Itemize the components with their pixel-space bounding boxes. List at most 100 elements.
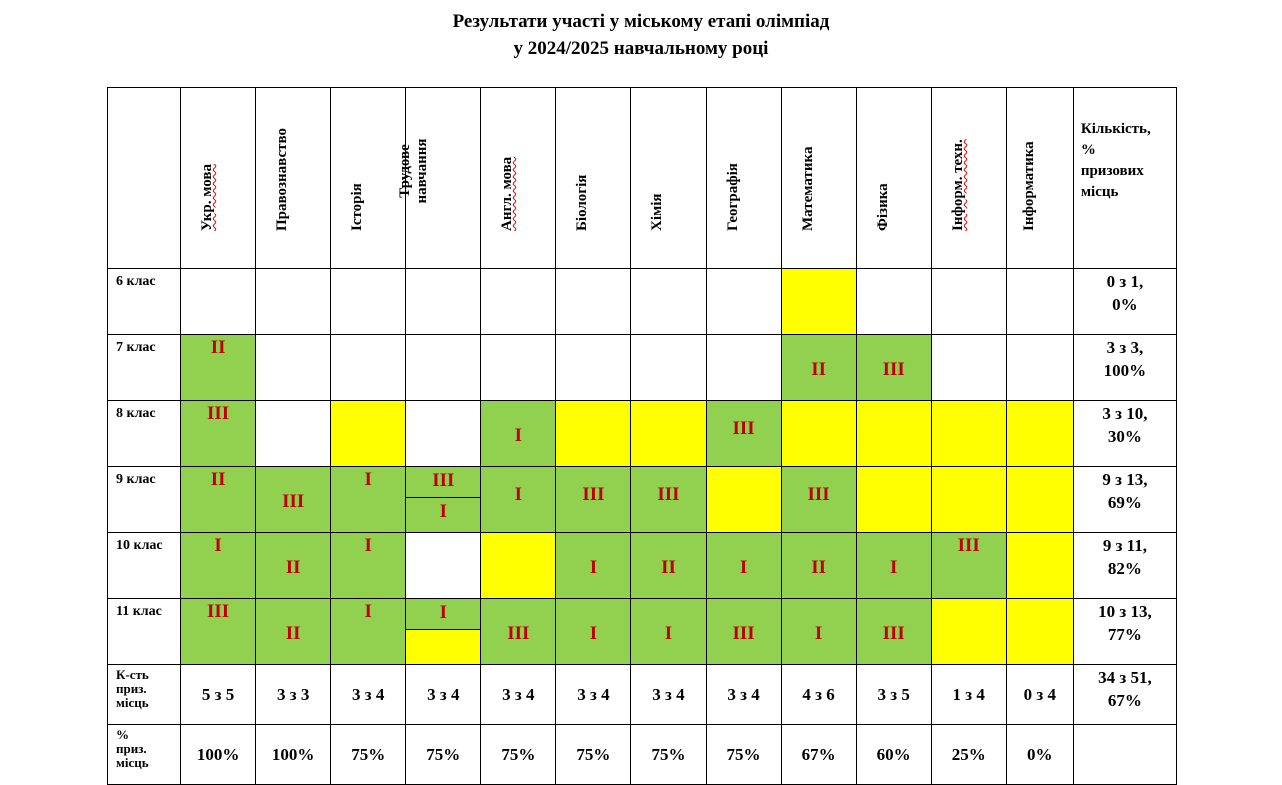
row-total-line: 10 з 13, [1098,602,1152,621]
result-cell [780,400,857,467]
place-marker: I [364,601,372,622]
subject-header: Хімія [630,87,707,269]
subject-label: Укр. мова [199,163,216,231]
subject-label: Інформ. техн. [949,139,966,231]
row-total-line: 9 з 11, [1102,536,1147,555]
grade-label: 6 клас [106,268,182,335]
place-marker: III [657,484,680,505]
subject-header: Укр. мова [180,87,257,269]
footer-label-line: місць [116,695,149,710]
place-marker: III [807,484,830,505]
result-cell: II [780,334,857,401]
result-cell: III [705,598,782,665]
subject-count: 1 з 4 [930,664,1007,725]
result-cell [930,334,1007,401]
row-total: 9 з 13, 69% [1072,466,1178,533]
grade-label: 9 клас [106,466,182,533]
subject-count: 3 з 4 [555,664,632,725]
result-cell: III [855,598,932,665]
subject-header: Біологія [555,87,632,269]
subject-percent: 75% [630,724,707,785]
result-cell [330,400,407,467]
result-cell: I [705,532,782,599]
subject-label: Правознавство [274,128,291,231]
place-marker: I [514,425,523,446]
result-cell [930,400,1007,467]
result-subcell: I [406,599,481,630]
grand-total-line: 67% [1107,691,1142,710]
result-cell [555,400,632,467]
place-marker: I [589,557,598,578]
result-cell [255,334,332,401]
result-cell: III [255,466,332,533]
result-cell: I [480,466,557,533]
row-total: 0 з 1, 0% [1072,268,1178,335]
place-marker: III [882,359,905,380]
grade-label: 10 клас [106,532,182,599]
subject-label: Хімія [649,193,666,232]
place-marker: I [364,469,372,490]
subject-label: Трудове навчання [397,138,431,204]
result-subcell: III [406,467,481,498]
place-marker: I [514,484,523,505]
place-marker: I [739,557,748,578]
result-cell [1005,466,1074,533]
place-marker: III [207,403,230,424]
subject-percent: 75% [705,724,782,785]
subject-percent: 67% [780,724,857,785]
result-cell: III [180,400,257,467]
result-cell: III [555,466,632,533]
subject-percent: 75% [330,724,407,785]
row-total-line: 82% [1107,559,1142,578]
result-cell [630,268,707,335]
result-cell-split: III I [405,466,482,533]
result-cell [180,268,257,335]
result-cell [930,268,1007,335]
subject-percent: 25% [930,724,1007,785]
footer-label-line: приз. [116,681,147,696]
result-cell: I [555,598,632,665]
subject-percent: 60% [855,724,932,785]
subject-header: Історія [330,87,407,269]
row-total-line: 77% [1107,625,1142,644]
place-marker: I [439,602,447,623]
result-cell: I [555,532,632,599]
subject-count: 3 з 4 [405,664,482,725]
subject-count: 3 з 4 [705,664,782,725]
grade-label: 7 клас [106,334,182,401]
result-cell: I [330,598,407,665]
result-cell [255,400,332,467]
result-cell [480,532,557,599]
result-cell [555,268,632,335]
result-cell [705,334,782,401]
result-cell [1005,268,1074,335]
result-cell: III [630,466,707,533]
row-total-line: 30% [1107,427,1142,446]
subject-percent: 75% [480,724,557,785]
result-cell [1005,334,1074,401]
row-total-line: 3 з 10, [1102,404,1148,423]
place-marker: II [285,623,301,644]
footer-label-line: % [116,727,129,742]
subject-header: Фізика [855,87,932,269]
result-cell: II [255,532,332,599]
percent-row: % приз. місць 100% 100% 75% 75% 75% 75% 75% 75% 67%… [106,724,1178,785]
footer-label: % приз. місць [106,724,182,785]
subject-label: Географія [724,163,741,231]
subject-header: Англ. мова [480,87,557,269]
place-marker: II [210,337,226,358]
row-total-line: 69% [1107,493,1142,512]
grand-total: 34 з 51, 67% [1072,664,1178,725]
grade-row: 7 клас II II III 3 з 3, 100% [106,334,1178,401]
place-marker: I [214,535,222,556]
place-marker: III [282,491,305,512]
result-cell [1005,532,1074,599]
page-title: Результати участі у міському етапі олімп… [452,11,830,32]
result-cell [705,466,782,533]
row-total: 9 з 11, 82% [1072,532,1178,599]
grade-row: 9 клас II III I III I I III III III 9 з 13, 69% [106,466,1178,533]
row-total-line: 0 з 1, [1106,272,1144,291]
subject-label: Історія [349,183,366,231]
result-cell [780,268,857,335]
result-cell [330,334,407,401]
